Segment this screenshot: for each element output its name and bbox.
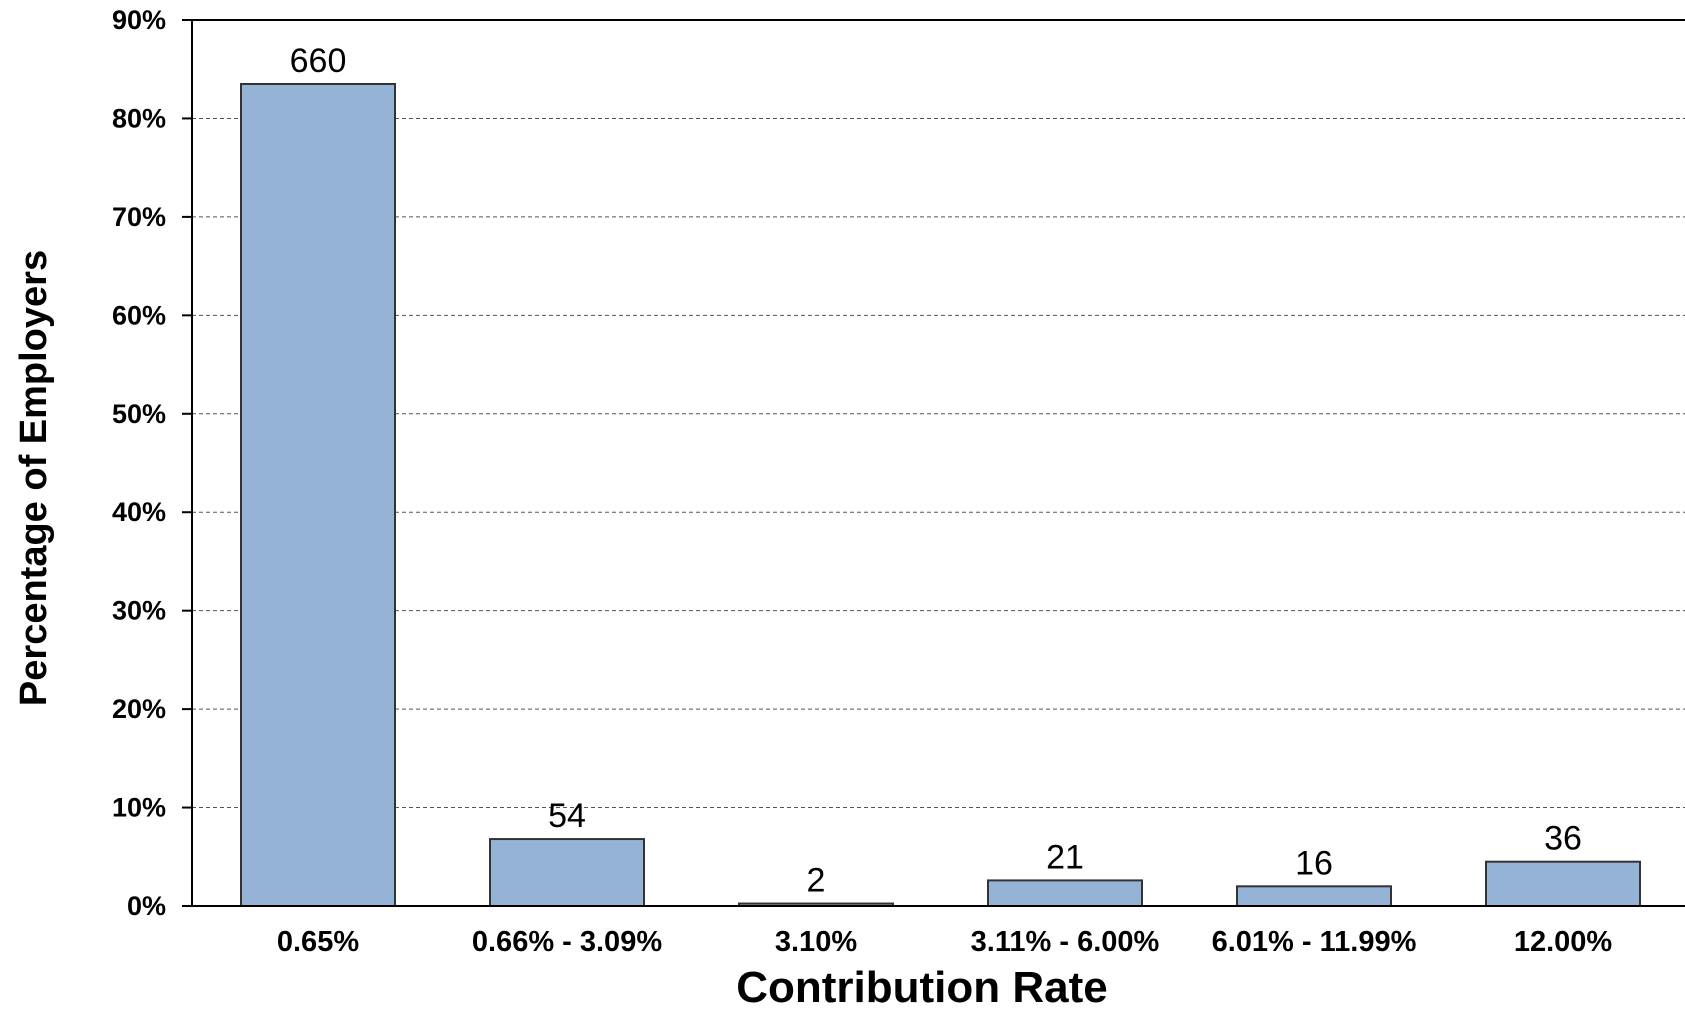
axes <box>191 19 1685 907</box>
data-label: 21 <box>1046 838 1084 876</box>
y-tick-label: 90% <box>112 5 166 35</box>
data-label: 660 <box>290 42 347 80</box>
data-labels: 660 54 2 21 16 36 <box>290 42 1582 900</box>
data-label: 36 <box>1544 820 1582 858</box>
y-tick-label: 20% <box>112 694 166 724</box>
x-tick-label: 12.00% <box>1514 926 1613 958</box>
y-tick-label: 80% <box>112 103 166 133</box>
bars <box>240 82 1641 908</box>
y-tick-label: 10% <box>112 793 166 823</box>
y-tick-label: 30% <box>112 596 166 626</box>
y-tick-label: 0% <box>127 891 166 921</box>
data-label: 2 <box>807 862 826 900</box>
x-tick-label: 3.11% - 6.00% <box>971 926 1160 958</box>
bar <box>489 838 645 908</box>
data-label: 16 <box>1295 844 1333 882</box>
y-tick-label: 40% <box>112 497 166 527</box>
y-axis-title: Percentage of Employers <box>13 250 55 706</box>
x-axis-title: Contribution Rate <box>736 963 1108 1012</box>
x-tick-label: 0.66% - 3.09% <box>472 926 662 958</box>
gridlines <box>182 19 1685 907</box>
y-tick-label: 50% <box>112 399 166 429</box>
x-tick-label: 3.10% <box>775 926 857 958</box>
y-tick-labels: 0% 10% 20% 30% 40% 50% 60% 70% 80% 90% <box>112 5 166 921</box>
x-tick-labels: 0.65% 0.66% - 3.09% 3.10% 3.11% - 6.00% 6.01… <box>277 926 1613 958</box>
bar <box>987 879 1143 907</box>
y-tick-label: 60% <box>112 300 166 330</box>
x-tick-label: 0.65% <box>277 926 359 958</box>
x-tick-label: 6.01% - 11.99% <box>1212 926 1417 958</box>
bar <box>1485 860 1641 908</box>
y-tick-label: 70% <box>112 202 166 232</box>
data-label: 54 <box>548 797 586 835</box>
bar <box>240 82 396 907</box>
bar <box>1236 885 1392 907</box>
